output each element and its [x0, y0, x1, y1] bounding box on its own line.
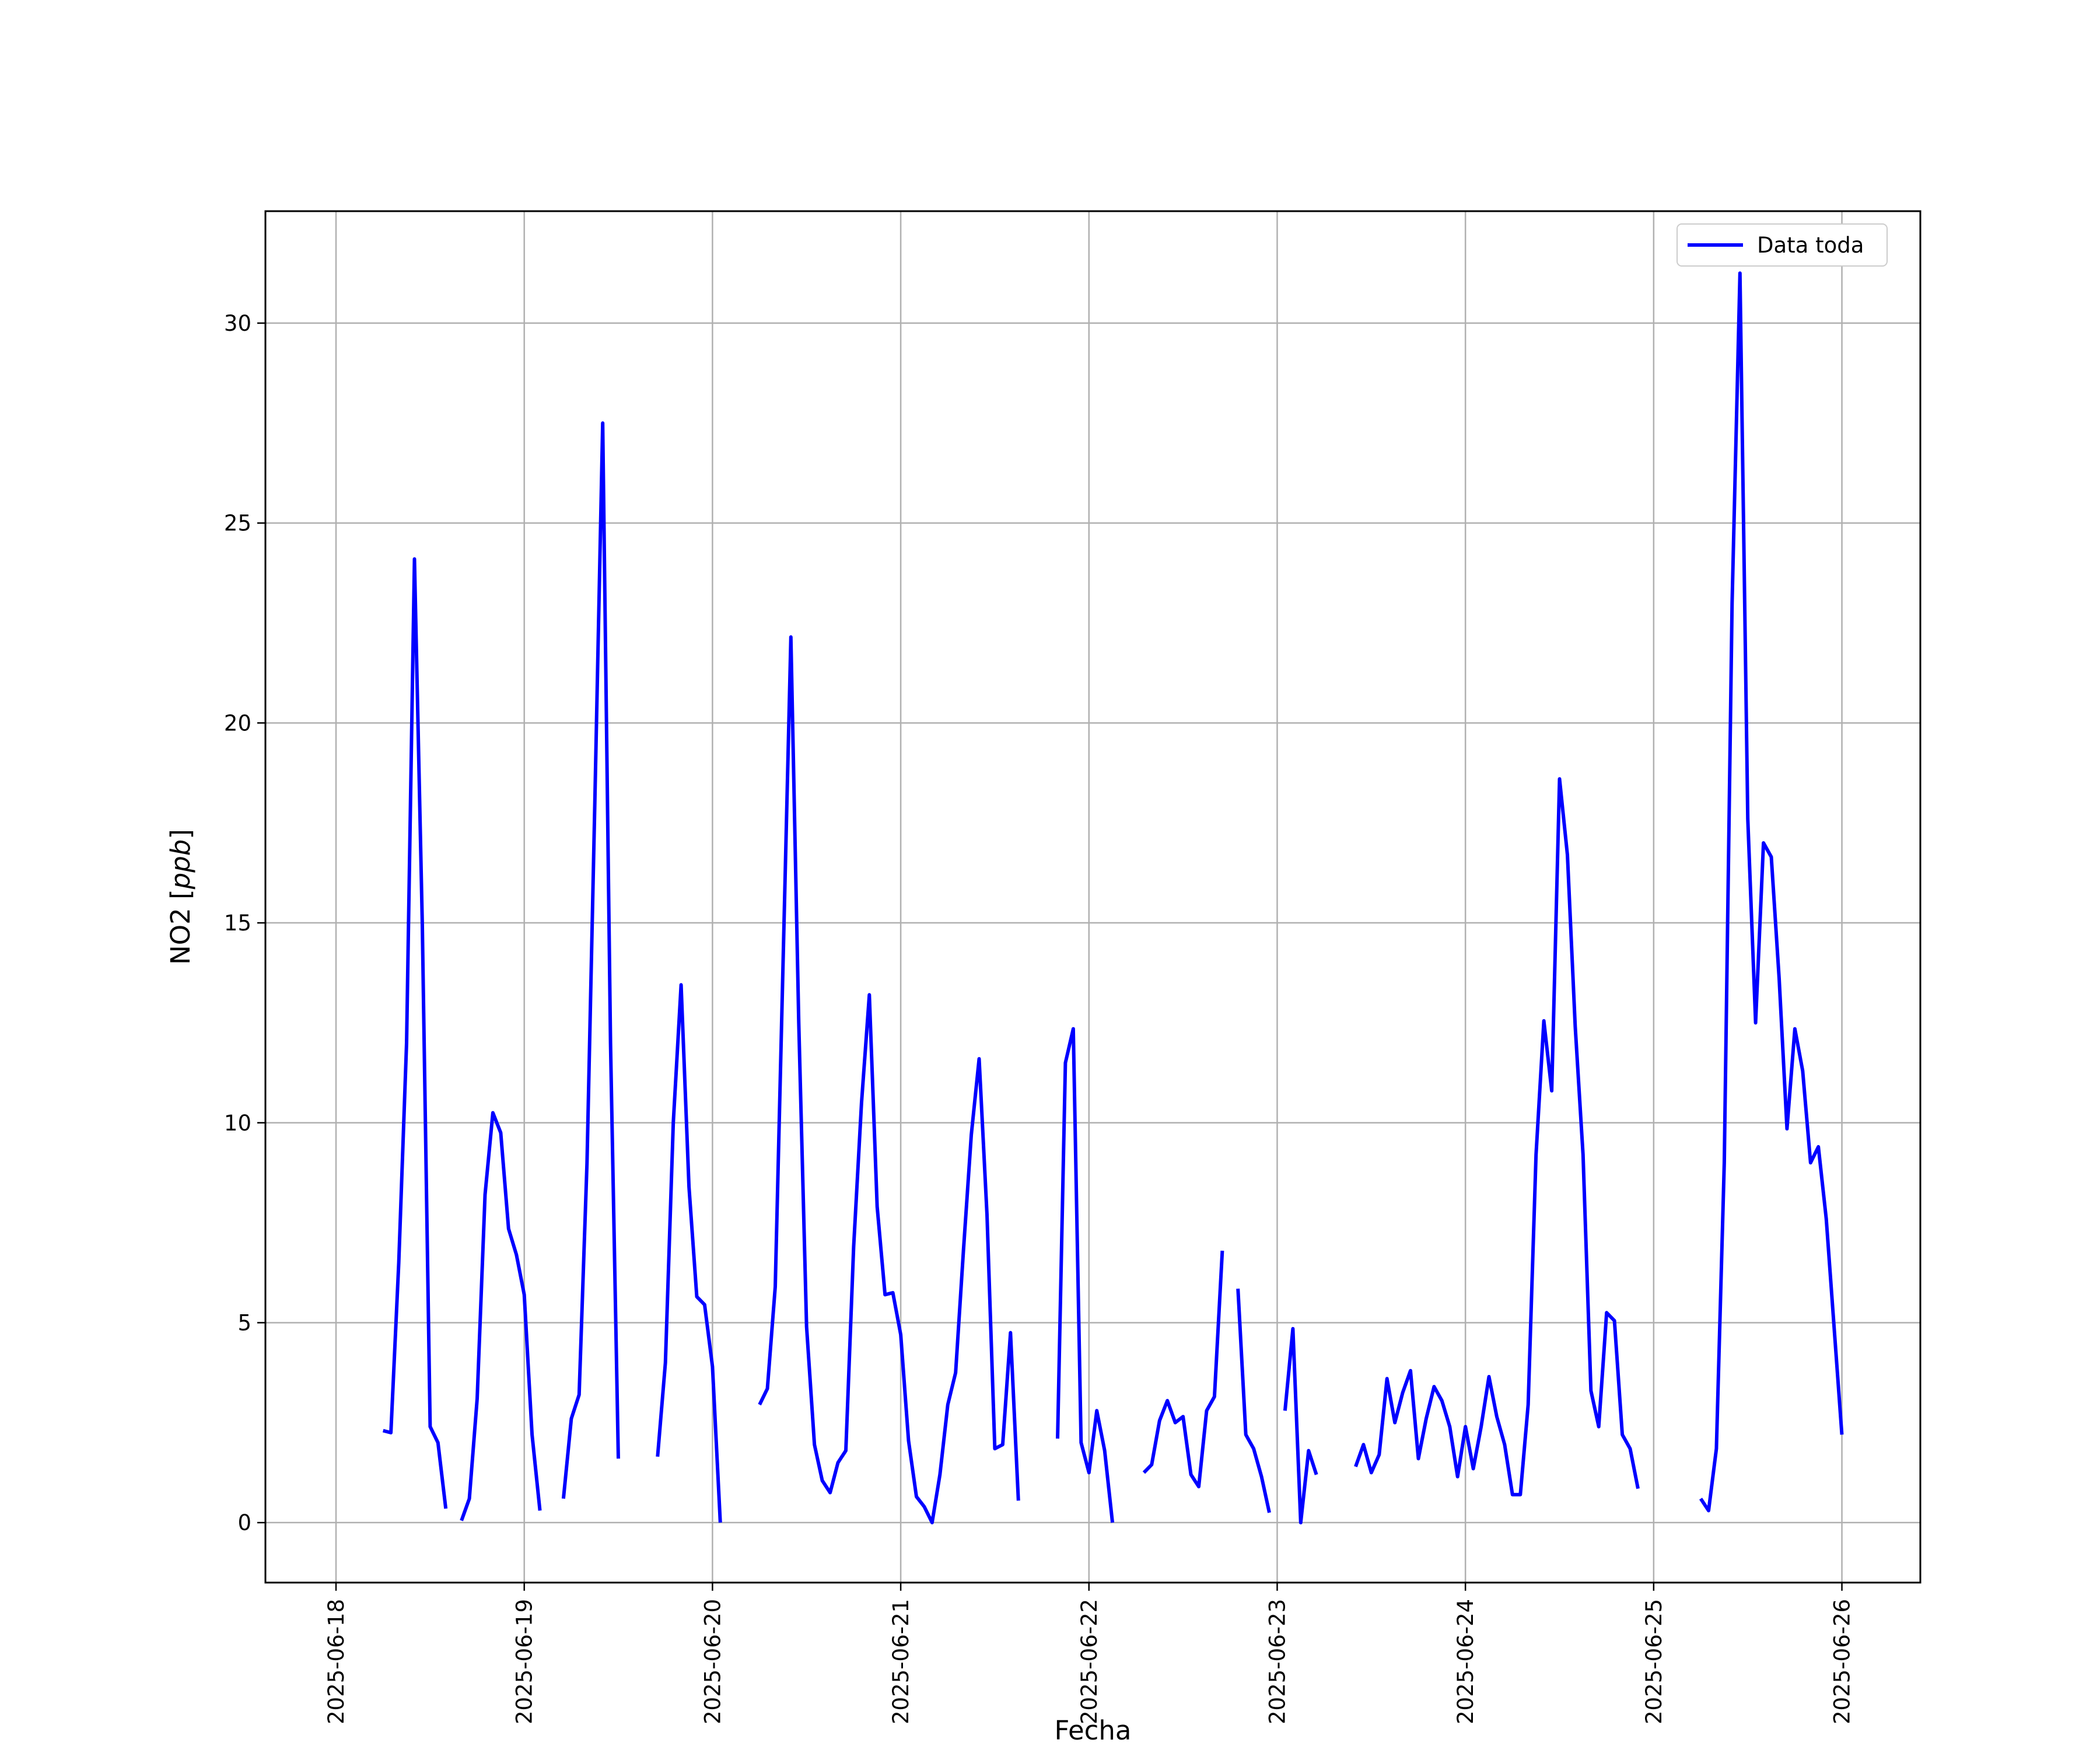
y-axis: 0 5 10 15 20 25 30: [224, 311, 265, 1535]
series-line-segment: [1236, 1289, 1271, 1513]
series-line-segment: [656, 983, 722, 1523]
y-tick-label: 30: [224, 311, 251, 336]
y-axis-title-unit: ppb: [165, 839, 196, 890]
y-tick-label: 0: [237, 1510, 251, 1535]
series-line-segment: [561, 421, 620, 1499]
series-line-segment: [460, 1111, 542, 1521]
legend-label: Data toda: [1757, 233, 1864, 258]
series-line-segment: [758, 635, 1020, 1525]
y-tick-label: 5: [237, 1310, 251, 1335]
series-line-segment: [1056, 1027, 1115, 1523]
series-line-segment: [1699, 271, 1844, 1513]
y-tick-label: 25: [224, 511, 251, 536]
y-axis-title-main: NO2 [: [165, 889, 196, 965]
y-tick-label: 10: [224, 1111, 251, 1136]
x-tick-label: 2025-06-21: [888, 1599, 914, 1724]
x-tick-label: 2025-06-26: [1830, 1599, 1855, 1724]
series-line-segment: [1142, 1250, 1224, 1489]
x-tick-label: 2025-06-24: [1453, 1599, 1478, 1724]
x-tick-label: 2025-06-23: [1265, 1599, 1290, 1724]
legend: Data toda: [1676, 223, 1888, 267]
series-data-toda: [382, 271, 1844, 1525]
series-line-segment: [1283, 1326, 1318, 1525]
legend-box: [1676, 223, 1888, 267]
y-tick-label: 15: [224, 911, 251, 936]
x-tick-label: 2025-06-18: [324, 1599, 349, 1724]
x-tick-label: 2025-06-25: [1642, 1599, 1667, 1724]
x-axis-title: Fecha: [1055, 1715, 1132, 1746]
plot-frame: [264, 210, 1922, 1584]
x-tick-label: 2025-06-20: [700, 1599, 725, 1724]
x-axis: 2025-06-18 2025-06-19 2025-06-20 2025-06-21…: [324, 1583, 1855, 1724]
y-tick-label: 20: [224, 710, 251, 736]
y-axis-title-close: ]: [165, 829, 196, 839]
x-tick-label: 2025-06-22: [1077, 1599, 1102, 1724]
x-tick-label: 2025-06-19: [512, 1599, 537, 1724]
series-line-segment: [1354, 777, 1640, 1497]
series-line-segment: [382, 557, 448, 1509]
y-axis-title: NO2 [ppb]: [165, 829, 196, 965]
